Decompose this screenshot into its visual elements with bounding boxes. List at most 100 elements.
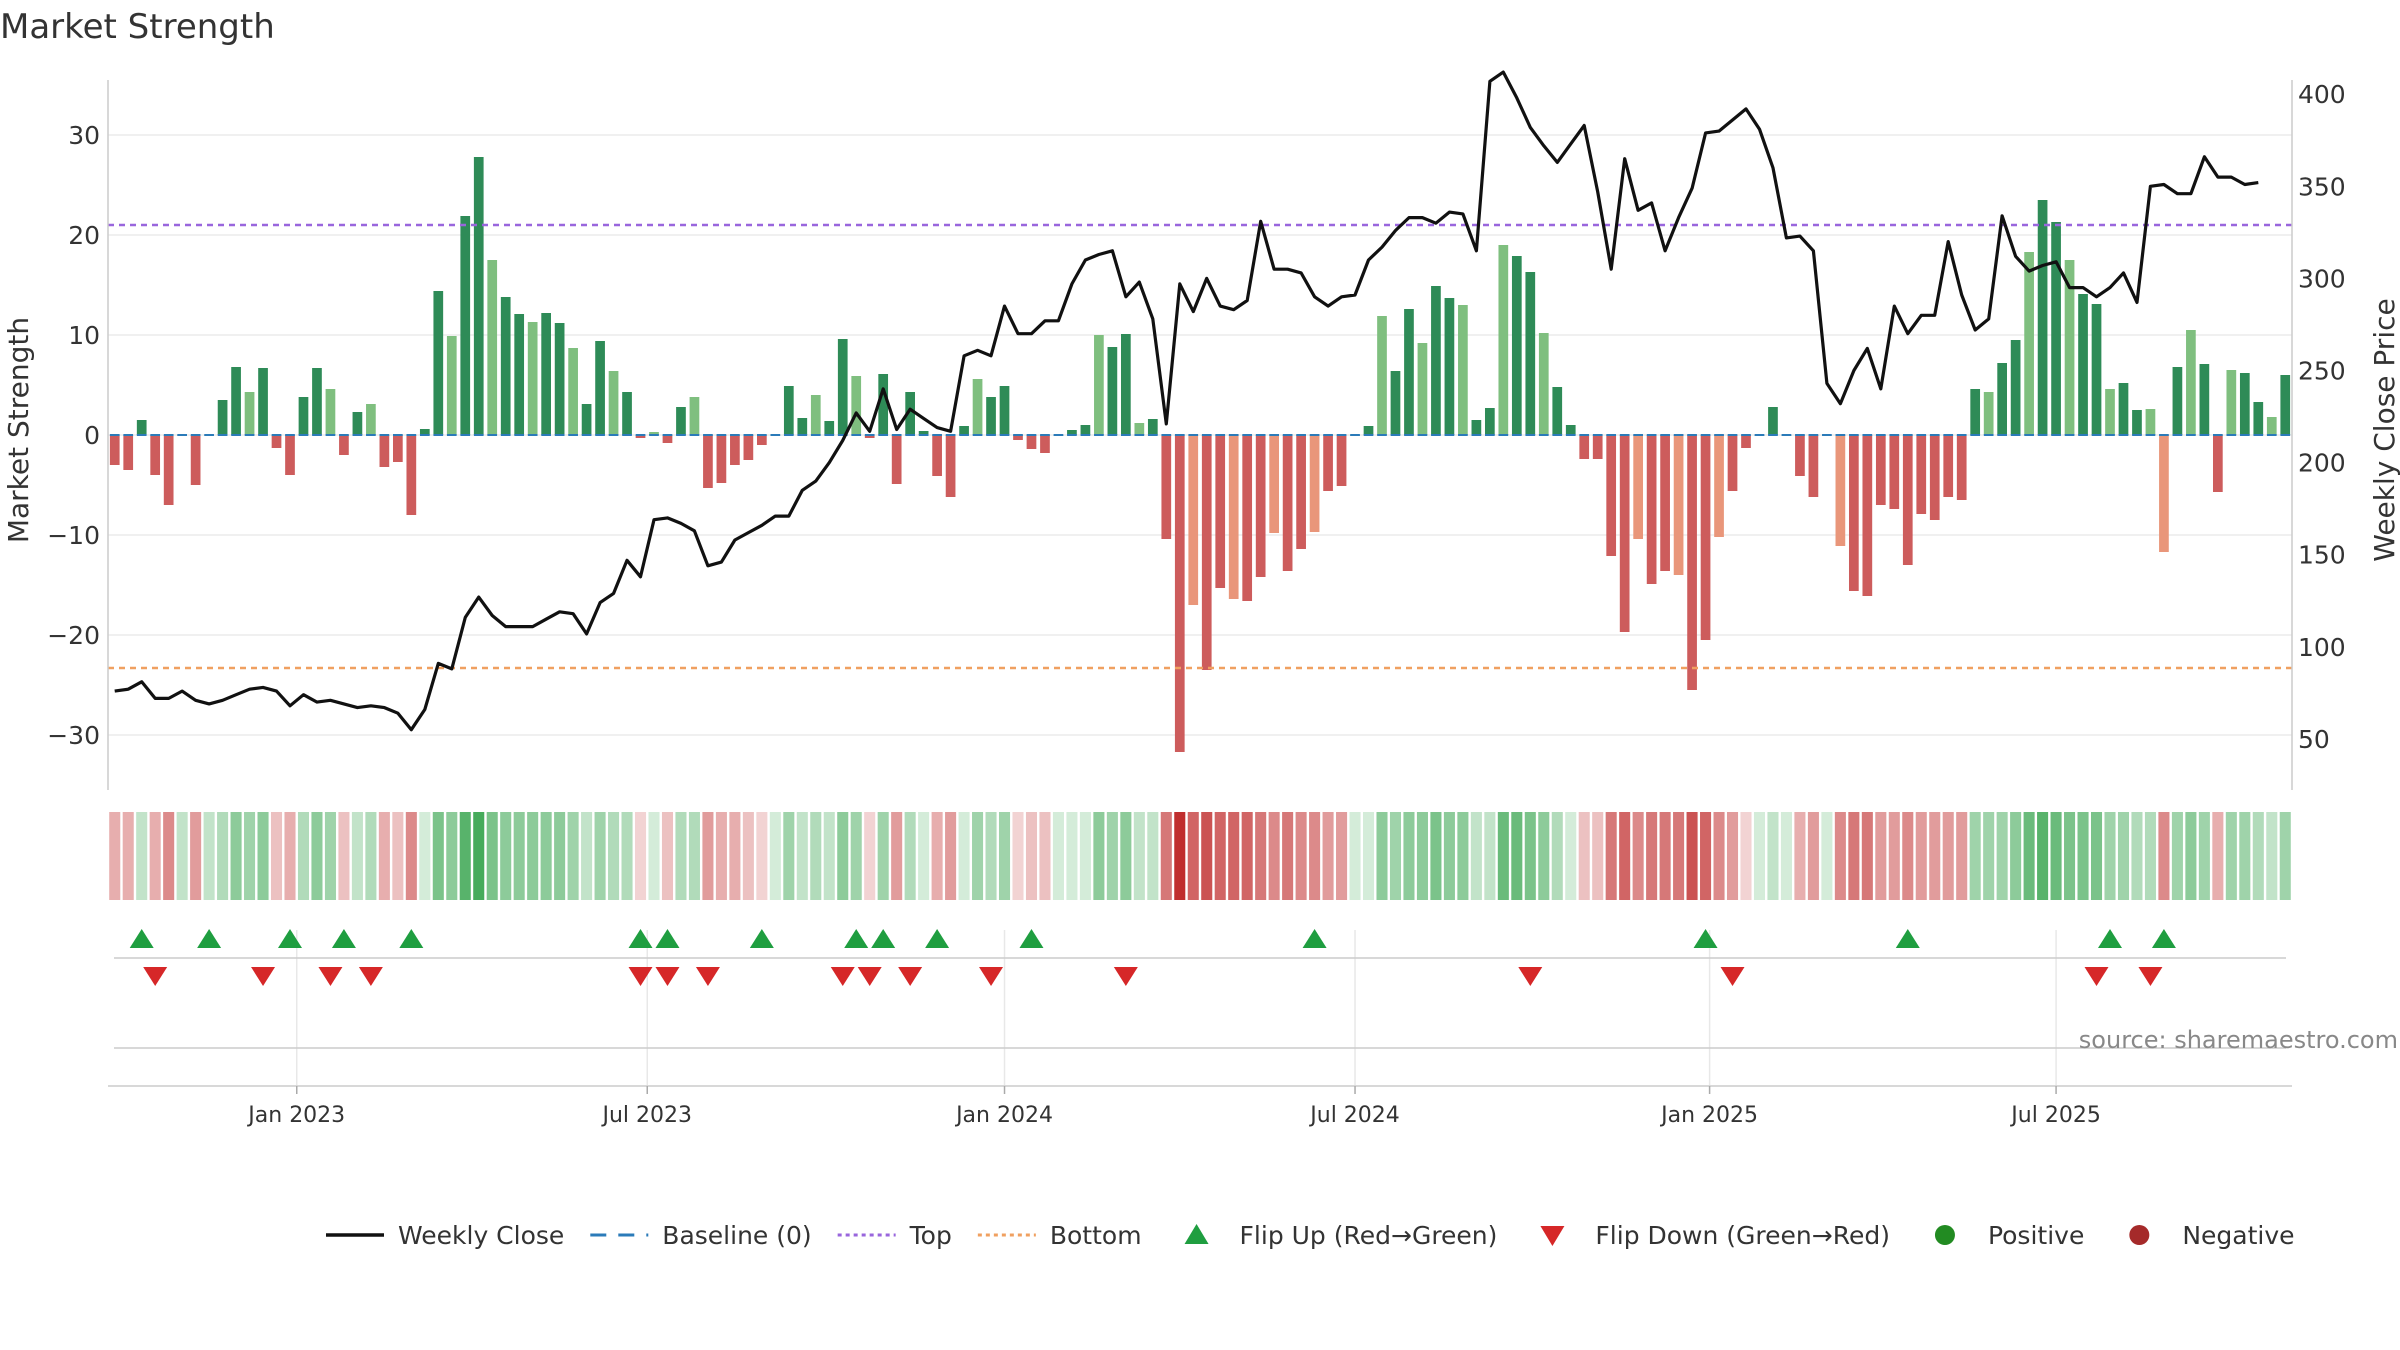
threshold-lines bbox=[108, 223, 2292, 670]
strength-bar bbox=[1336, 435, 1347, 486]
heat-cell bbox=[729, 812, 741, 900]
strength-bar bbox=[1538, 333, 1549, 435]
heat-cell bbox=[850, 812, 862, 900]
strength-bar bbox=[2280, 375, 2291, 435]
strength-bar bbox=[1431, 286, 1441, 435]
strength-bar bbox=[1579, 435, 1590, 459]
heat-cell bbox=[163, 812, 175, 900]
legend-label: Flip Down (Green→Red) bbox=[1595, 1221, 1890, 1250]
legend-label: Weekly Close bbox=[398, 1221, 564, 1250]
x-tick-label: Jan 2024 bbox=[954, 1103, 1053, 1128]
strength-bar bbox=[1134, 423, 1145, 435]
heat-cell bbox=[2279, 812, 2291, 900]
heat-cell bbox=[877, 812, 889, 900]
legend-item: Top bbox=[837, 1221, 952, 1250]
strength-bar bbox=[406, 435, 417, 515]
heat-cell bbox=[2252, 812, 2264, 900]
heat-cell bbox=[1120, 812, 1132, 900]
circle-negative-icon bbox=[2129, 1225, 2150, 1245]
heat-cell bbox=[122, 812, 134, 900]
heat-cell bbox=[1187, 812, 1199, 900]
heat-cell bbox=[2266, 812, 2278, 900]
strength-bar bbox=[608, 371, 619, 435]
heat-cell bbox=[1780, 812, 1792, 900]
circle-positive-icon bbox=[1934, 1225, 1955, 1245]
heat-cell bbox=[217, 812, 229, 900]
strength-bar bbox=[487, 260, 498, 435]
heat-cell bbox=[2131, 812, 2143, 900]
strength-bar bbox=[622, 392, 632, 435]
heat-cell bbox=[311, 812, 323, 900]
heat-cell bbox=[392, 812, 404, 900]
strength-bar bbox=[1552, 387, 1563, 435]
heat-cell bbox=[2171, 812, 2183, 900]
strength-bar bbox=[1862, 435, 1873, 596]
heat-cell bbox=[1956, 812, 1968, 900]
strength-bar bbox=[1026, 435, 1037, 449]
strength-bar bbox=[473, 157, 484, 435]
heat-cell bbox=[1807, 812, 1819, 900]
flip-down-marker bbox=[979, 967, 1004, 986]
heat-cell bbox=[1632, 812, 1644, 900]
axes: 3020100−10−20−3040035030025020015010050J… bbox=[47, 80, 2346, 1128]
heat-cell bbox=[1767, 812, 1779, 900]
heat-cell bbox=[715, 812, 727, 900]
heat-cell bbox=[796, 812, 808, 900]
strength-bar bbox=[285, 435, 295, 475]
heat-cell bbox=[297, 812, 310, 900]
heat-cell bbox=[513, 812, 525, 900]
heat-cell bbox=[1511, 812, 1523, 900]
flip-down-marker bbox=[1518, 967, 1543, 986]
chart-title: Market Strength bbox=[0, 7, 275, 47]
heat-cell bbox=[608, 812, 620, 900]
heat-cell bbox=[1969, 812, 1981, 900]
strength-bar bbox=[2186, 330, 2196, 435]
legend: Weekly Close Baseline (0) Top Bottom Flip Up… bbox=[326, 1221, 2295, 1250]
heat-cell bbox=[1228, 812, 1240, 900]
strength-bar bbox=[743, 435, 754, 460]
y-tick-label: 0 bbox=[84, 421, 100, 450]
flip-up-marker bbox=[1895, 929, 1920, 948]
legend-item: Flip Up (Red→Green) bbox=[1184, 1221, 1497, 1250]
strength-bar bbox=[109, 435, 120, 465]
flip-down-marker bbox=[830, 967, 855, 986]
legend-label: Bottom bbox=[1050, 1221, 1142, 1250]
heat-cell bbox=[473, 812, 485, 900]
flip-up-marker bbox=[749, 929, 774, 948]
heat-cell bbox=[1726, 812, 1739, 900]
strength-bar bbox=[2172, 367, 2183, 435]
flip-markers bbox=[108, 929, 2292, 1087]
flip-down-marker bbox=[1720, 967, 1745, 986]
strength-bar bbox=[716, 435, 727, 483]
strength-bar bbox=[1269, 435, 1280, 533]
strength-bar bbox=[1255, 435, 1266, 577]
y-tick-label: 30 bbox=[68, 121, 100, 150]
flip-up-marker bbox=[844, 929, 869, 948]
heat-cell bbox=[2239, 812, 2251, 900]
heat-cell bbox=[756, 812, 768, 900]
heat-cell bbox=[1888, 812, 1900, 900]
y-tick-label: −10 bbox=[47, 521, 100, 550]
heat-cell bbox=[810, 812, 822, 900]
strength-bar bbox=[1120, 334, 1131, 435]
legend-label: Positive bbox=[1988, 1221, 2084, 1250]
strength-bar bbox=[2226, 370, 2237, 435]
strength-bar bbox=[1700, 435, 1711, 640]
flip-up-marker bbox=[1302, 929, 1327, 948]
strength-bar bbox=[1606, 435, 1617, 556]
heat-cell bbox=[1025, 812, 1038, 900]
legend-item: Flip Down (Green→Red) bbox=[1540, 1221, 1890, 1250]
x-tick-label: Jan 2025 bbox=[1659, 1103, 1758, 1128]
strength-bar bbox=[1660, 435, 1670, 571]
strength-bar bbox=[2010, 340, 2021, 435]
strength-bar bbox=[878, 374, 889, 435]
strength-bar bbox=[1565, 425, 1576, 435]
flip-up-marker bbox=[331, 929, 356, 948]
strength-bar bbox=[649, 432, 659, 435]
heat-cell bbox=[1255, 812, 1267, 900]
strength-bar bbox=[460, 216, 471, 435]
strength-bar bbox=[541, 313, 552, 435]
heat-cell bbox=[1673, 812, 1685, 900]
heat-cell bbox=[1942, 812, 1954, 900]
heat-cell bbox=[446, 812, 458, 900]
